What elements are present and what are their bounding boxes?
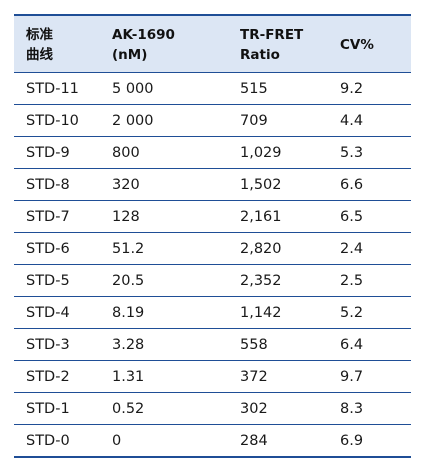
cell-tr-fret-ratio: 515	[228, 72, 328, 105]
header-cv-percent: CV%	[328, 15, 411, 73]
cell-standard: STD-2	[14, 360, 100, 393]
cell-standard: STD-9	[14, 136, 100, 169]
header-label-line: AK-1690	[112, 27, 175, 43]
header-label-line: CV%	[340, 37, 374, 53]
header-label-line: 标准	[26, 27, 53, 43]
table-row: STD-4 8.19 1,142 5.2	[14, 296, 411, 329]
cell-cv: 6.6	[328, 168, 411, 201]
header-label-line: Ratio	[240, 47, 280, 63]
table-row: STD-8 320 1,502 6.6	[14, 168, 411, 201]
table-row: STD-11 5 000 515 9.2	[14, 72, 411, 105]
standard-curve-table-container: 标准 曲线 AK-1690 (nM) TR-FRET Ratio CV% STD…	[14, 14, 411, 458]
cell-standard: STD-5	[14, 264, 100, 297]
cell-tr-fret-ratio: 1,502	[228, 168, 328, 201]
cell-standard: STD-10	[14, 104, 100, 137]
cell-cv: 2.4	[328, 232, 411, 265]
cell-concentration: 800	[100, 136, 228, 169]
cell-concentration: 0.52	[100, 392, 228, 425]
cell-cv: 6.9	[328, 424, 411, 458]
cell-cv: 6.5	[328, 200, 411, 233]
table-row: STD-0 0 284 6.9	[14, 424, 411, 458]
cell-cv: 9.7	[328, 360, 411, 393]
cell-standard: STD-8	[14, 168, 100, 201]
cell-cv: 2.5	[328, 264, 411, 297]
table-body: STD-11 5 000 515 9.2 STD-10 2 000 709 4.4 STD-9 8…	[14, 72, 411, 458]
table-row: STD-1 0.52 302 8.3	[14, 392, 411, 425]
cell-standard: STD-4	[14, 296, 100, 329]
table-row: STD-9 800 1,029 5.3	[14, 136, 411, 169]
table-row: STD-6 51.2 2,820 2.4	[14, 232, 411, 265]
cell-concentration: 0	[100, 424, 228, 458]
header-tr-fret-ratio: TR-FRET Ratio	[228, 15, 328, 73]
table-row: STD-3 3.28 558 6.4	[14, 328, 411, 361]
cell-tr-fret-ratio: 372	[228, 360, 328, 393]
cell-tr-fret-ratio: 302	[228, 392, 328, 425]
cell-concentration: 5 000	[100, 72, 228, 105]
cell-standard: STD-6	[14, 232, 100, 265]
cell-cv: 5.3	[328, 136, 411, 169]
table-header: 标准 曲线 AK-1690 (nM) TR-FRET Ratio CV%	[14, 15, 411, 73]
cell-tr-fret-ratio: 2,820	[228, 232, 328, 265]
cell-tr-fret-ratio: 2,352	[228, 264, 328, 297]
cell-tr-fret-ratio: 709	[228, 104, 328, 137]
header-label-line: TR-FRET	[240, 27, 304, 43]
cell-standard: STD-11	[14, 72, 100, 105]
cell-tr-fret-ratio: 284	[228, 424, 328, 458]
cell-concentration: 3.28	[100, 328, 228, 361]
cell-concentration: 51.2	[100, 232, 228, 265]
cell-tr-fret-ratio: 1,029	[228, 136, 328, 169]
header-label-line: 曲线	[26, 47, 53, 63]
table-row: STD-5 20.5 2,352 2.5	[14, 264, 411, 297]
cell-standard: STD-3	[14, 328, 100, 361]
header-label-line: (nM)	[112, 47, 148, 63]
cell-concentration: 2 000	[100, 104, 228, 137]
cell-cv: 4.4	[328, 104, 411, 137]
cell-standard: STD-7	[14, 200, 100, 233]
cell-concentration: 8.19	[100, 296, 228, 329]
standard-curve-table: 标准 曲线 AK-1690 (nM) TR-FRET Ratio CV% STD…	[14, 14, 411, 458]
cell-tr-fret-ratio: 558	[228, 328, 328, 361]
cell-tr-fret-ratio: 1,142	[228, 296, 328, 329]
cell-cv: 5.2	[328, 296, 411, 329]
cell-concentration: 128	[100, 200, 228, 233]
cell-cv: 6.4	[328, 328, 411, 361]
header-ak1690-concentration: AK-1690 (nM)	[100, 15, 228, 73]
table-row: STD-2 1.31 372 9.7	[14, 360, 411, 393]
header-row: 标准 曲线 AK-1690 (nM) TR-FRET Ratio CV%	[14, 15, 411, 73]
cell-cv: 9.2	[328, 72, 411, 105]
cell-standard: STD-1	[14, 392, 100, 425]
table-row: STD-10 2 000 709 4.4	[14, 104, 411, 137]
cell-concentration: 20.5	[100, 264, 228, 297]
table-row: STD-7 128 2,161 6.5	[14, 200, 411, 233]
cell-tr-fret-ratio: 2,161	[228, 200, 328, 233]
cell-concentration: 320	[100, 168, 228, 201]
header-standard-curve: 标准 曲线	[14, 15, 100, 73]
cell-concentration: 1.31	[100, 360, 228, 393]
cell-standard: STD-0	[14, 424, 100, 458]
cell-cv: 8.3	[328, 392, 411, 425]
